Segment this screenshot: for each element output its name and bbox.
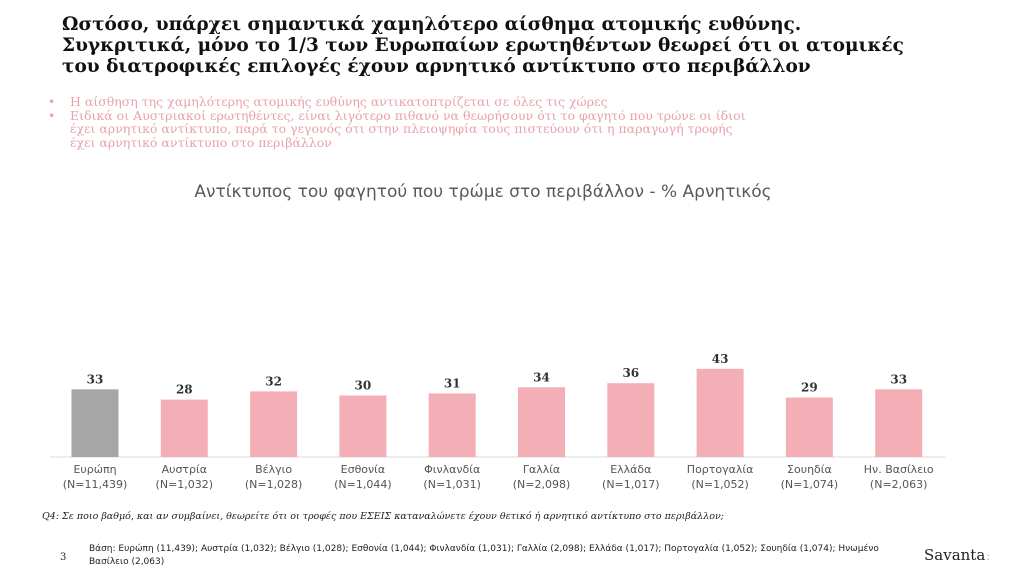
bullet-marker: • [48,94,56,109]
data-label: 34 [533,370,550,384]
category-label: Φινλανδία [424,463,480,476]
data-label: 28 [176,383,193,397]
bullet-line: Η αίσθηση της χαμηλότερης ατομικής ευθύν… [70,94,608,109]
title-line: του διατροφικές επιλογές έχουν αρνητικό … [62,56,811,77]
category-label: Βέλγιο [255,463,292,476]
slide-title: Ωστόσο, υπάρχει σημαντικά χαμηλότερο αίσ… [62,14,962,77]
bar [250,391,298,457]
bar [607,383,655,457]
bullet-line: Ειδικά οι Αυστριακοί ερωτηθέντες, είναι … [70,107,746,123]
sample-size-label: (N=11,439) [63,478,128,491]
bar [160,399,208,457]
sample-size-label: (N=1,031) [423,478,481,491]
bullet-line: έχει αρνητικό αντίκτυπο, παρά το γεγονός… [70,121,733,136]
data-label: 36 [622,366,639,380]
bar [518,387,565,457]
key-points-list: • Η αίσθηση της χαμηλότερης ατομικής ευθ… [48,95,988,149]
bar [696,368,744,457]
data-label: 33 [87,372,104,386]
chart-title: Αντίκτυπος του φαγητού που τρώμε στο περ… [194,182,772,202]
data-label: 30 [355,379,372,393]
bullet-line: έχει αρνητικό αντίκτυπο στο περιβάλλον [70,134,332,150]
category-label: Ελλάδα [610,463,651,476]
survey-question: Q4: Σε ποιο βαθμό, και αν συμβαίνει, θεω… [42,511,724,522]
sample-size-label: (N=1,028) [245,478,303,491]
data-label: 43 [712,352,729,366]
data-label: 33 [890,372,907,386]
sample-size-label: (N=1,044) [334,478,392,491]
bar [71,389,119,457]
data-label: 29 [801,381,818,395]
data-label: 31 [444,376,461,390]
bar [428,393,476,457]
bar-chart: 33 Ευρώπη (N=11,439) 28 Αυστρία (N=1,032) 32 Βέ… [50,352,945,491]
logo-mark: : [986,549,991,563]
sample-size-label: (N=1,074) [781,478,839,491]
title-line: Συγκριτικά, μόνο το 1/3 των Ευρωπαίων ερ… [62,35,904,56]
category-label: Σουηδία [787,463,832,476]
bar [785,397,833,457]
category-label: Ην. Βασίλειο [864,463,934,476]
sample-size-label: (N=2,063) [870,478,928,491]
category-label: Ευρώπη [73,463,116,476]
bullet-item: • Ειδικά οι Αυστριακοί ερωτηθέντες, είνα… [48,107,988,150]
sample-size-label: (N=2,098) [513,478,571,491]
sample-size-label: (N=1,052) [691,478,749,491]
bar [875,389,923,457]
sample-size-label: (N=1,032) [156,478,214,491]
data-label: 32 [265,374,282,388]
base-note: Βάση: Ευρώπη (11,439); Αυστρία (1,032); … [89,544,879,567]
logo-text: Savanta [924,546,986,564]
bullet-marker: • [48,107,56,123]
savanta-logo: Savanta: [924,546,990,564]
category-label: Γαλλία [523,463,560,476]
sample-size-label: (N=1,017) [602,478,660,491]
bar [339,395,387,457]
category-label: Αυστρία [162,463,207,476]
category-label: Εσθονία [341,463,386,476]
bullet-item: • Η αίσθηση της χαμηλότερης ατομικής ευθ… [48,95,988,109]
page-number: 3 [60,552,67,563]
title-line: Ωστόσο, υπάρχει σημαντικά χαμηλότερο αίσ… [62,14,802,35]
category-label: Πορτογαλία [687,463,754,476]
